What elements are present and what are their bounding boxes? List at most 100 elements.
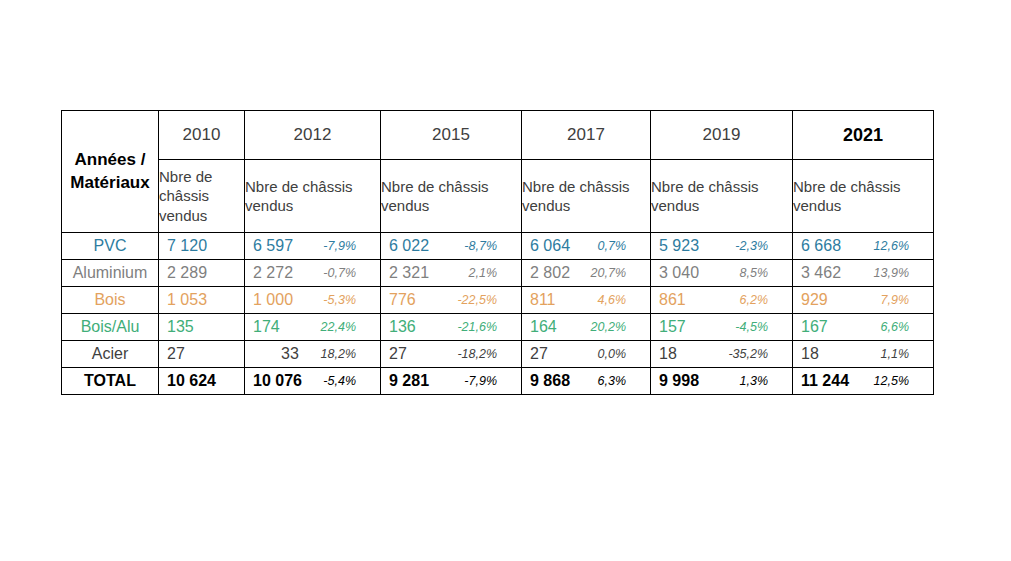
- cell-value: 18: [659, 345, 677, 363]
- row-label-bois-alu: Bois/Alu: [62, 314, 159, 341]
- subheader-cell: Nbre de châssis vendus: [381, 160, 522, 233]
- data-cell: 27 0,0%: [522, 341, 651, 368]
- cell-percent: 18,2%: [321, 347, 356, 361]
- row-label-aluminium: Aluminium: [62, 260, 159, 287]
- data-cell: 135: [159, 314, 245, 341]
- cell-value: 9 868: [530, 372, 570, 390]
- year-header-2019: 2019: [651, 111, 793, 160]
- data-cell: 6 66812,6%: [793, 233, 934, 260]
- cell-value: 776: [389, 291, 416, 309]
- data-cell: 7 120: [159, 233, 245, 260]
- cell-value: 9 281: [389, 372, 429, 390]
- cell-percent: 12,5%: [874, 374, 909, 388]
- data-cell: 5 923 -2,3%: [651, 233, 793, 260]
- data-cell: 9 9981,3%: [651, 368, 793, 395]
- cell-value: 1 000: [253, 291, 293, 309]
- cell-value: 5 923: [659, 237, 699, 255]
- cell-value: 11 244: [801, 372, 849, 390]
- data-cell: 18 1,1%: [793, 341, 934, 368]
- cell-percent: -21,6%: [457, 320, 497, 334]
- cell-value: 10 076: [253, 372, 302, 390]
- data-cell: 164 20,2%: [522, 314, 651, 341]
- data-cell: 10 624: [159, 368, 245, 395]
- cell-value: 10 624: [167, 372, 216, 390]
- data-cell: 157-4,5%: [651, 314, 793, 341]
- cell-value: 164: [530, 318, 557, 336]
- cell-value: 3 462: [801, 264, 841, 282]
- cell-value: 33: [253, 345, 299, 363]
- data-cell: 6 022 -8,7%: [381, 233, 522, 260]
- data-cell: 1 000 -5,3%: [245, 287, 381, 314]
- cell-value: 6 022: [389, 237, 429, 255]
- data-cell: 18 -35,2%: [651, 341, 793, 368]
- cell-percent: 4,6%: [598, 293, 627, 307]
- data-cell: 3 462 13,9%: [793, 260, 934, 287]
- data-cell: 8616,2%: [651, 287, 793, 314]
- cell-percent: -8,7%: [464, 239, 497, 253]
- row-label-acier: Acier: [62, 341, 159, 368]
- cell-value: 2 272: [253, 264, 293, 282]
- corner-header: Années / Matériaux: [62, 111, 159, 233]
- data-cell: 11 244 12,5%: [793, 368, 934, 395]
- cell-value: 27: [530, 345, 548, 363]
- cell-value: 9 998: [659, 372, 699, 390]
- cell-value: 929: [801, 291, 828, 309]
- subheader-cell: Nbre de châssis vendus: [159, 160, 245, 233]
- data-cell: 776-22,5%: [381, 287, 522, 314]
- subheader-cell: Nbre de châssis vendus: [245, 160, 381, 233]
- year-header-2010: 2010: [159, 111, 245, 160]
- cell-value: 3 040: [659, 264, 699, 282]
- data-cell: 1676,6%: [793, 314, 934, 341]
- data-cell: 9 281 -7,9%: [381, 368, 522, 395]
- data-cell: 9 868 6,3%: [522, 368, 651, 395]
- cell-percent: 6,6%: [881, 320, 910, 334]
- corner-header-line2: Matériaux: [62, 172, 158, 194]
- cell-percent: -5,4%: [323, 374, 356, 388]
- cell-value: 136: [389, 318, 416, 336]
- year-header-2021: 2021: [793, 111, 934, 160]
- cell-value: 6 064: [530, 237, 570, 255]
- row-label-bois: Bois: [62, 287, 159, 314]
- subheader-cell: Nbre de châssis vendus: [651, 160, 793, 233]
- data-cell: 6 0640,7%: [522, 233, 651, 260]
- data-cell: 9297,9%: [793, 287, 934, 314]
- cell-value: 2 321: [389, 264, 429, 282]
- cell-percent: -4,5%: [735, 320, 768, 334]
- cell-percent: 1,1%: [881, 347, 910, 361]
- data-cell: 2 80220,7%: [522, 260, 651, 287]
- data-cell: 8114,6%: [522, 287, 651, 314]
- data-cell: 2 289: [159, 260, 245, 287]
- cell-percent: 8,5%: [740, 266, 769, 280]
- cell-percent: -2,3%: [735, 239, 768, 253]
- cell-percent: 2,1%: [469, 266, 498, 280]
- row-label-total: TOTAL: [62, 368, 159, 395]
- data-cell: 136 -21,6%: [381, 314, 522, 341]
- data-cell: 33 18,2%: [245, 341, 381, 368]
- cell-value: 2 802: [530, 264, 570, 282]
- cell-value: 6 597: [253, 237, 293, 255]
- year-header-2017: 2017: [522, 111, 651, 160]
- year-header-2015: 2015: [381, 111, 522, 160]
- subheader-cell: Nbre de châssis vendus: [793, 160, 934, 233]
- cell-percent: 6,3%: [598, 374, 627, 388]
- cell-value: 2 289: [167, 264, 207, 282]
- cell-percent: -18,2%: [457, 347, 497, 361]
- cell-value: 6 668: [801, 237, 841, 255]
- sales-table: Années / Matériaux 2010 2012 2015 2017 2…: [61, 110, 934, 395]
- year-header-2012: 2012: [245, 111, 381, 160]
- cell-percent: -7,9%: [464, 374, 497, 388]
- cell-value: 18: [801, 345, 819, 363]
- data-cell: 3 040 8,5%: [651, 260, 793, 287]
- data-cell: 27 -18,2%: [381, 341, 522, 368]
- cell-value: 27: [167, 345, 185, 363]
- row-label-pvc: PVC: [62, 233, 159, 260]
- cell-percent: -35,2%: [728, 347, 768, 361]
- cell-value: 27: [389, 345, 407, 363]
- cell-value: 1 053: [167, 291, 207, 309]
- cell-percent: 0,0%: [598, 347, 627, 361]
- cell-percent: 13,9%: [874, 266, 909, 280]
- data-cell: 27: [159, 341, 245, 368]
- cell-percent: -5,3%: [323, 293, 356, 307]
- data-cell: 2 272-0,7%: [245, 260, 381, 287]
- cell-percent: 20,2%: [591, 320, 626, 334]
